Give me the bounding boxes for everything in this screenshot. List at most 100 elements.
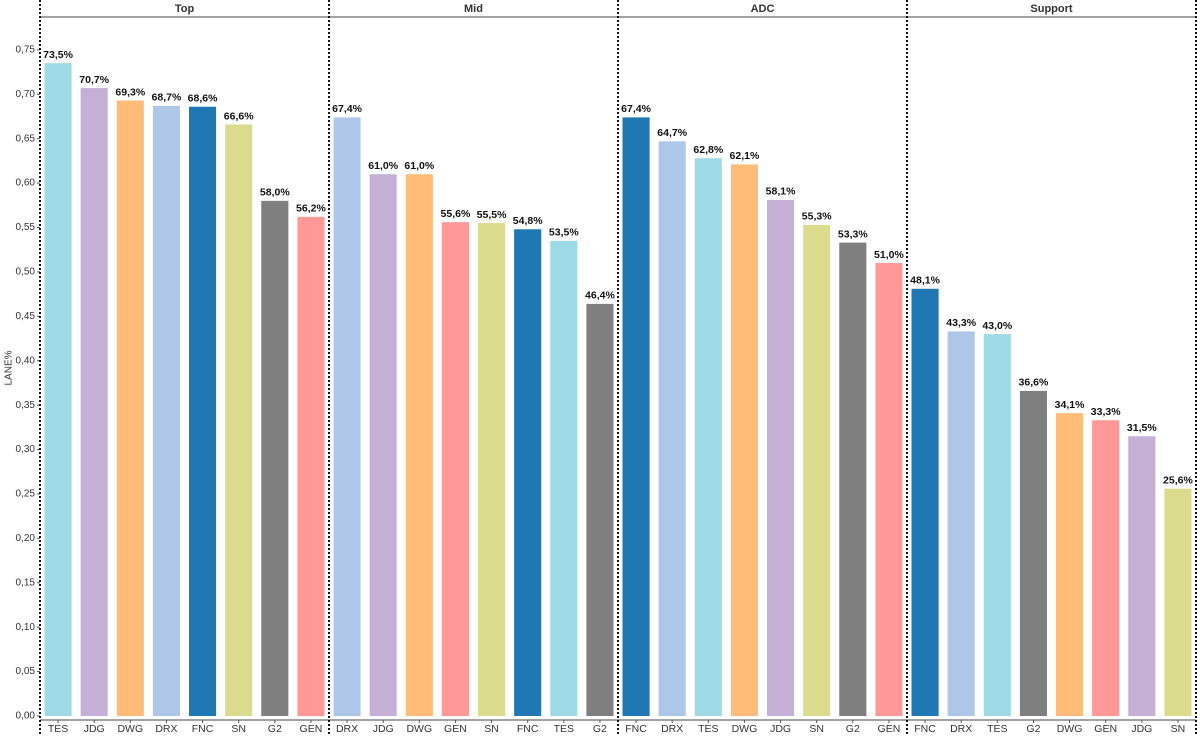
bar	[80, 88, 108, 717]
y-tick-label: 0,70	[16, 89, 36, 100]
value-label: 43,3%	[946, 317, 976, 329]
x-tick-label: FNC	[914, 723, 936, 735]
value-label: 25,6%	[1163, 474, 1193, 486]
y-tick-label: 0,10	[16, 622, 36, 633]
value-label: 54,8%	[513, 215, 543, 227]
x-tick-label: GEN	[444, 723, 467, 735]
y-tick-label: 0,05	[16, 666, 36, 677]
x-tick-label: DWG	[732, 723, 758, 735]
value-label: 55,5%	[477, 209, 507, 221]
value-label: 64,7%	[657, 127, 687, 139]
x-tick-label: G2	[593, 723, 607, 735]
value-label: 43,0%	[982, 320, 1012, 332]
bar	[1092, 420, 1120, 716]
bar	[1164, 488, 1192, 716]
value-label: 46,4%	[585, 290, 615, 302]
x-tick-label: DWG	[117, 723, 143, 735]
x-tick-label: FNC	[192, 723, 214, 735]
x-tick-label: DRX	[336, 723, 358, 735]
bar	[189, 106, 217, 716]
value-label: 58,0%	[260, 187, 290, 199]
value-label: 51,0%	[874, 249, 904, 261]
bar	[983, 334, 1011, 716]
x-tick-label: GEN	[300, 723, 323, 735]
value-label: 56,2%	[296, 203, 326, 215]
bar	[44, 63, 72, 716]
x-tick-label: SN	[809, 723, 824, 735]
bar	[694, 158, 722, 717]
bar	[116, 100, 144, 716]
y-tick-label: 0,25	[16, 489, 36, 500]
value-label: 67,4%	[621, 103, 651, 115]
value-label: 53,3%	[838, 228, 868, 240]
value-label: 73,5%	[43, 49, 73, 61]
value-label: 68,7%	[152, 92, 182, 104]
x-tick-label: G2	[268, 723, 282, 735]
bar	[622, 117, 650, 716]
y-tick-label: 0,45	[16, 311, 36, 322]
value-label: 66,6%	[224, 110, 254, 122]
value-label: 62,1%	[730, 150, 760, 162]
bar	[297, 216, 325, 716]
x-tick-label: JDG	[770, 723, 791, 735]
value-label: 61,0%	[368, 160, 398, 172]
x-tick-label: TES	[48, 723, 68, 735]
value-label: 68,6%	[188, 92, 218, 104]
bar	[405, 174, 433, 717]
value-label: 67,4%	[332, 103, 362, 115]
value-label: 33,3%	[1091, 406, 1121, 418]
value-label: 61,0%	[404, 160, 434, 172]
bar	[803, 224, 831, 716]
x-tick-label: DWG	[1057, 723, 1083, 735]
bar	[225, 124, 253, 716]
bar	[875, 263, 903, 716]
bar	[333, 117, 361, 716]
x-tick-label: SN	[1171, 723, 1186, 735]
value-label: 69,3%	[115, 86, 145, 98]
x-tick-label: JDG	[1131, 723, 1152, 735]
x-tick-label: GEN	[1094, 723, 1117, 735]
x-tick-label: FNC	[517, 723, 539, 735]
bar	[441, 222, 469, 716]
x-tick-label: DRX	[661, 723, 683, 735]
y-axis-label: LANE%	[4, 350, 15, 385]
x-tick-label: DWG	[406, 723, 432, 735]
y-tick-label: 0,30	[16, 444, 36, 455]
bar	[911, 288, 939, 716]
y-tick-label: 0,60	[16, 178, 36, 189]
bar	[261, 200, 289, 716]
bar	[550, 240, 578, 716]
value-label: 34,1%	[1055, 399, 1085, 411]
x-tick-label: JDG	[373, 723, 394, 735]
y-tick-label: 0,75	[16, 45, 36, 56]
y-tick-label: 0,20	[16, 533, 36, 544]
value-label: 58,1%	[766, 186, 796, 198]
panel-title: Mid	[464, 3, 483, 15]
value-label: 62,8%	[693, 144, 723, 156]
value-label: 55,3%	[802, 211, 832, 223]
bar	[947, 331, 975, 716]
bar	[658, 141, 686, 717]
y-tick-label: 0,50	[16, 267, 36, 278]
bar	[1128, 436, 1156, 716]
bar	[1056, 413, 1084, 716]
x-tick-label: FNC	[625, 723, 647, 735]
x-tick-label: SN	[484, 723, 499, 735]
panel-title: Support	[1030, 3, 1072, 15]
x-tick-label: TES	[554, 723, 574, 735]
bar	[478, 223, 506, 716]
value-label: 31,5%	[1127, 422, 1157, 434]
x-tick-label: G2	[846, 723, 860, 735]
value-label: 48,1%	[910, 275, 940, 287]
y-tick-label: 0,40	[16, 355, 36, 366]
panel-title: Top	[175, 3, 195, 15]
x-tick-label: TES	[987, 723, 1007, 735]
x-tick-label: DRX	[950, 723, 972, 735]
bar	[839, 242, 867, 716]
y-tick-label: 0,55	[16, 222, 36, 233]
x-tick-label: SN	[231, 723, 246, 735]
y-tick-label: 0,35	[16, 400, 36, 411]
bar	[1019, 390, 1047, 716]
bar	[514, 229, 542, 716]
